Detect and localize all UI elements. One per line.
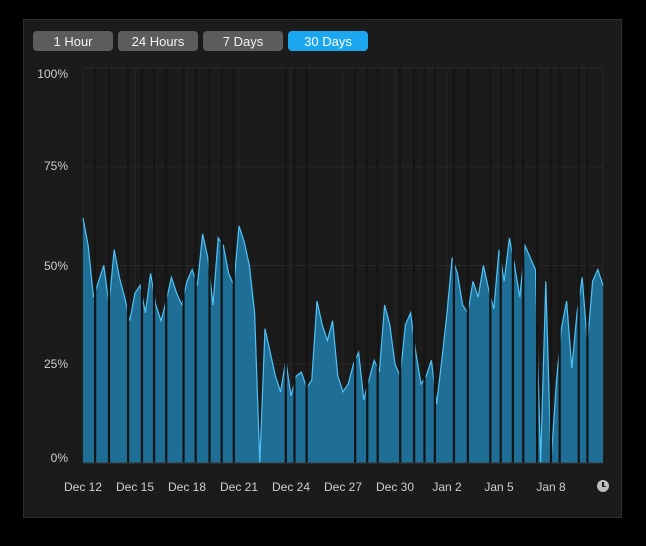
series-area (83, 218, 603, 463)
y-tick-label: 0% (50, 451, 68, 465)
x-tick-label: Jan 8 (536, 480, 566, 494)
y-tick-label: 75% (43, 159, 68, 173)
x-tick-label: Dec 30 (375, 480, 415, 494)
y-tick-label: 100% (37, 67, 68, 81)
x-tick-label: Dec 27 (323, 480, 363, 494)
x-tick-label: Jan 5 (484, 480, 514, 494)
range-button-1-hour[interactable]: 1 Hour (33, 31, 113, 51)
range-button-24-hours[interactable]: 24 Hours (118, 31, 198, 51)
y-tick-label: 50% (43, 259, 68, 273)
series-line (82, 217, 604, 464)
x-tick-label: Dec 12 (63, 480, 103, 494)
x-tick-label: Jan 2 (432, 480, 462, 494)
x-tick-label: Dec 18 (167, 480, 207, 494)
x-tick-label: Dec 15 (115, 480, 155, 494)
range-button-30-days[interactable]: 30 Days (288, 31, 368, 51)
x-tick-label: Dec 21 (219, 480, 259, 494)
y-tick-label: 25% (43, 357, 68, 371)
range-button-7-days[interactable]: 7 Days (203, 31, 283, 51)
x-tick-label: Dec 24 (271, 480, 311, 494)
clock-icon[interactable] (597, 480, 609, 492)
